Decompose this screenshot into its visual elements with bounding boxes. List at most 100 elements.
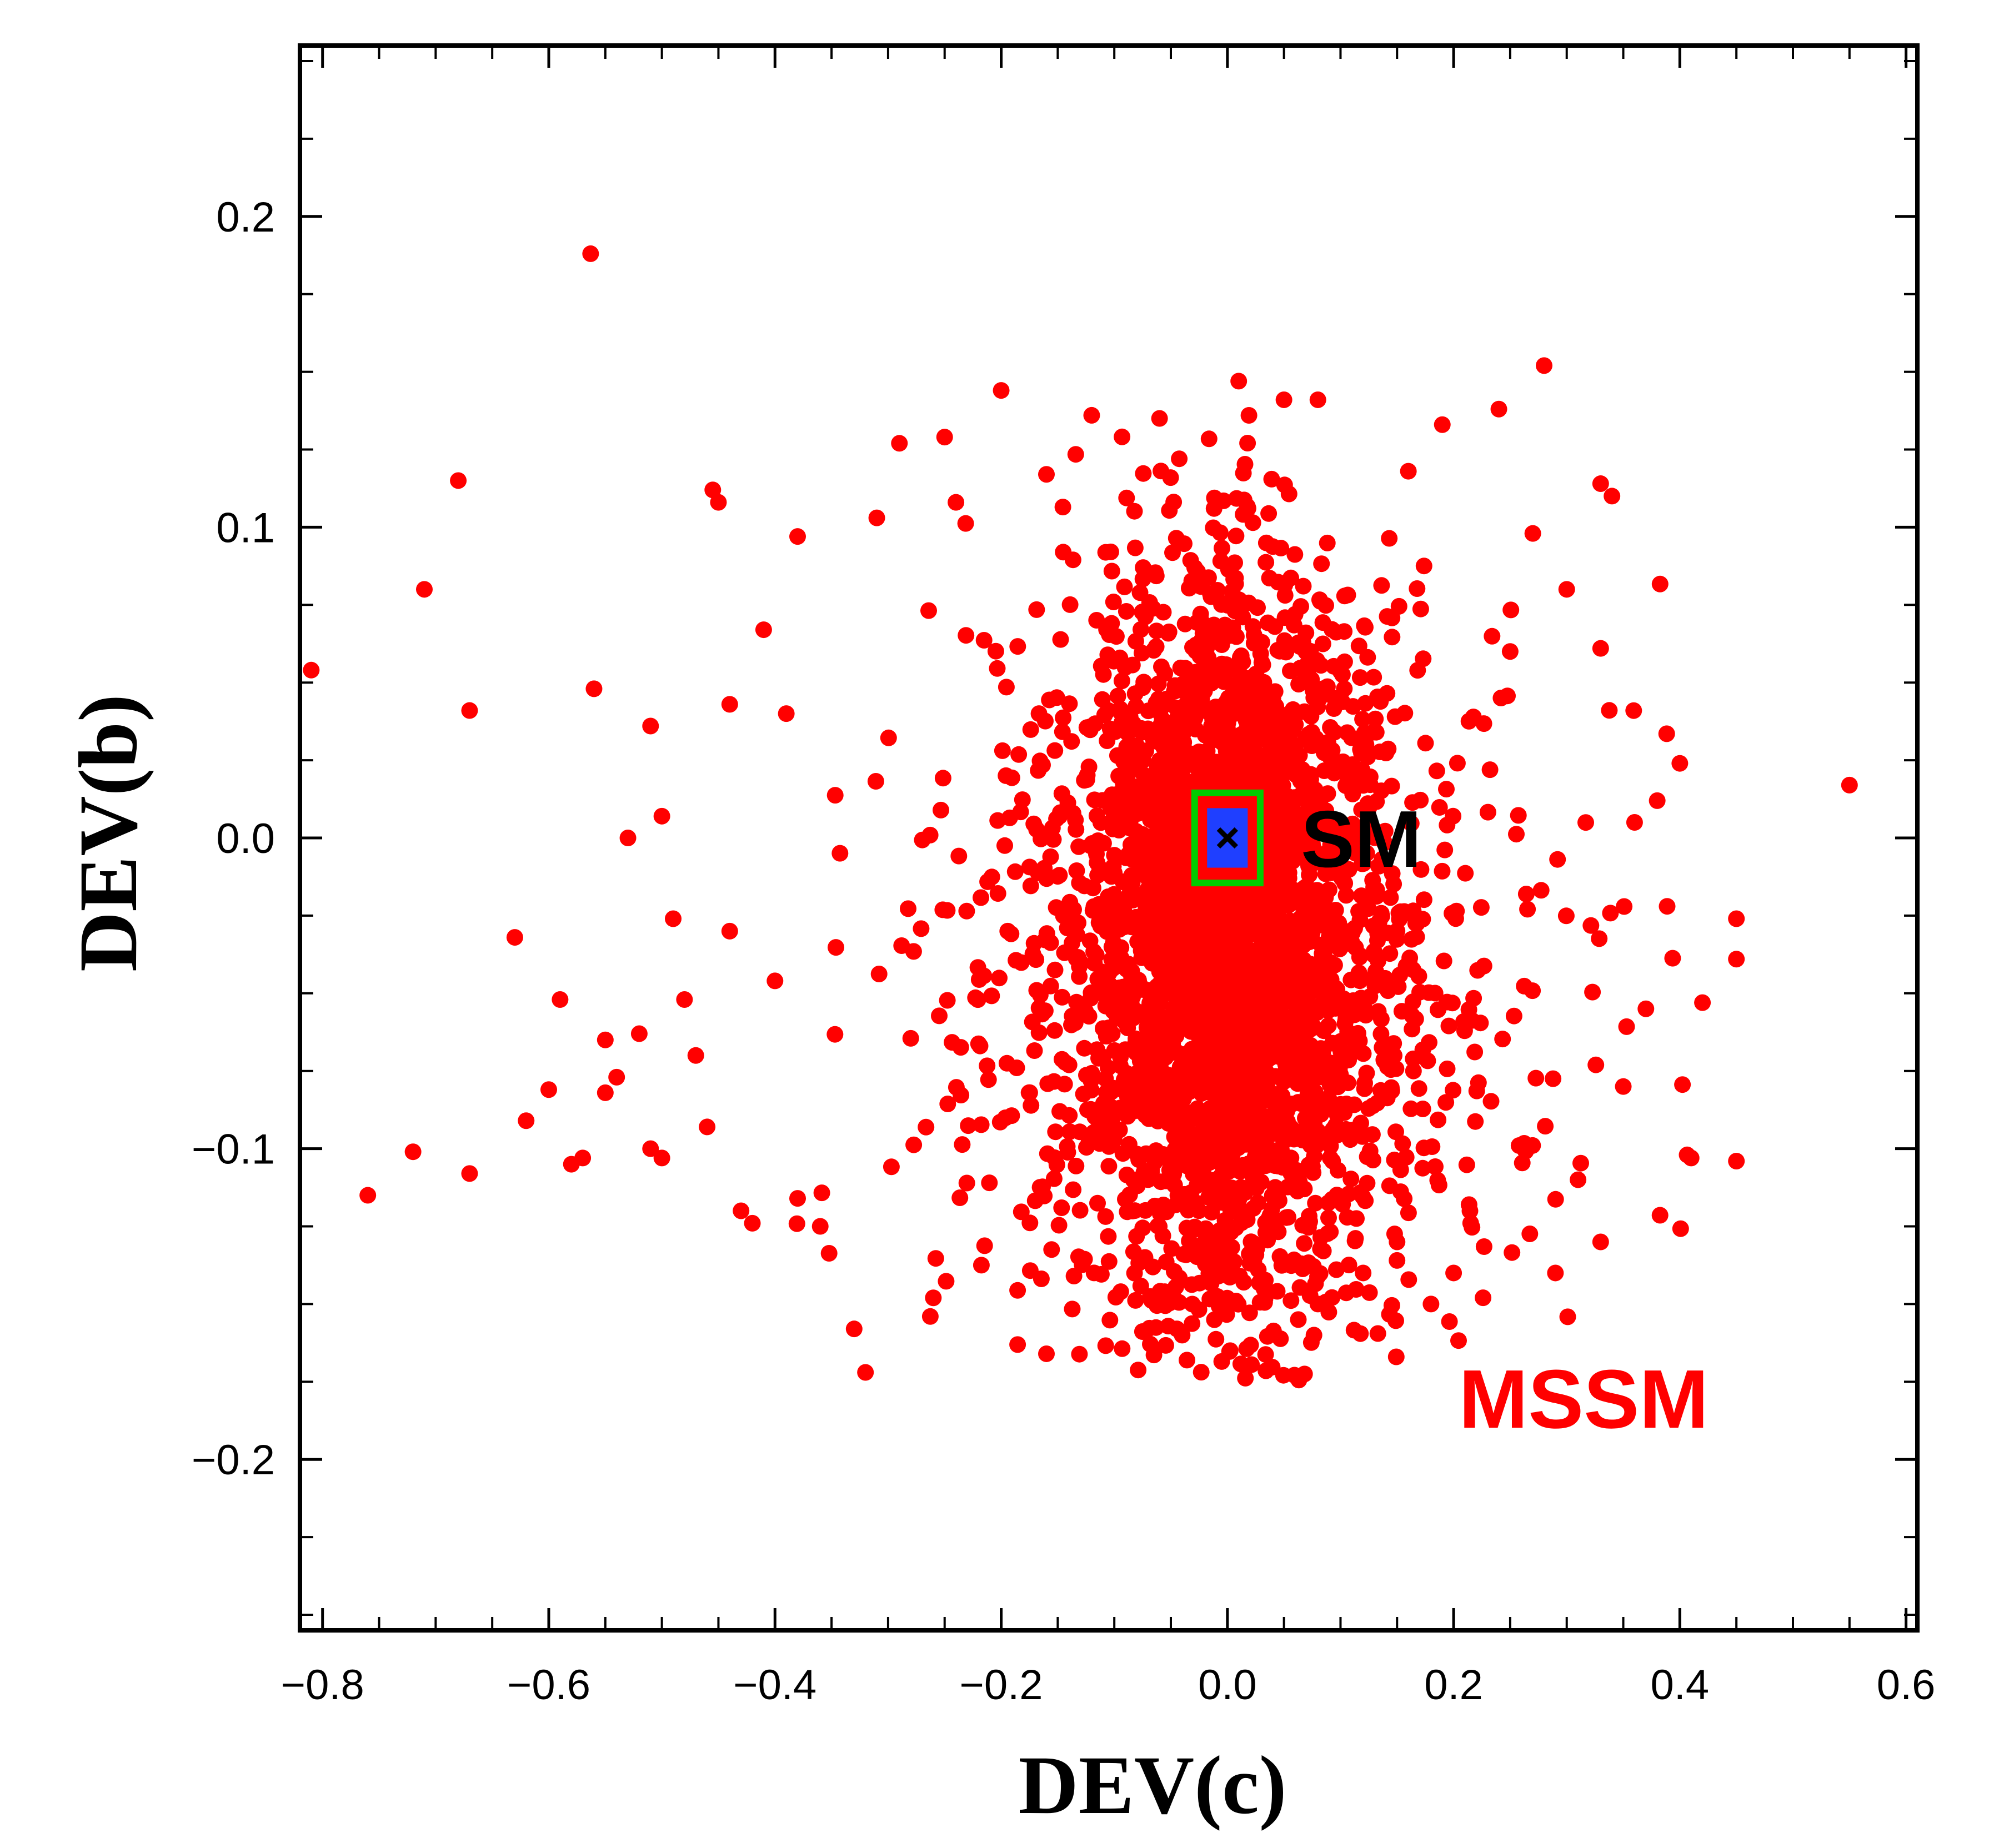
mssm-cluster-point	[1103, 938, 1120, 956]
mssm-cluster-point	[1434, 862, 1451, 880]
mssm-cluster-point	[1187, 664, 1204, 681]
sm-error-box	[1199, 800, 1256, 876]
mssm-cluster-point	[1524, 982, 1541, 1000]
mssm-data-point	[704, 481, 722, 499]
mssm-cluster-point	[1218, 742, 1235, 760]
mssm-data-point	[710, 494, 727, 511]
mssm-cluster-point	[1093, 1266, 1110, 1283]
mssm-cluster-point	[1290, 676, 1307, 693]
mssm-cluster-point	[1253, 1084, 1270, 1102]
mssm-data-point	[993, 382, 1010, 399]
mssm-cluster-point	[1195, 1235, 1212, 1252]
mssm-cluster-point	[1469, 962, 1486, 979]
mssm-data-point	[1309, 1295, 1326, 1313]
mssm-cluster-point	[1308, 652, 1325, 669]
mssm-cluster-point	[1237, 1369, 1254, 1387]
mssm-cluster-point	[1285, 616, 1302, 634]
mssm-cluster-point	[914, 831, 931, 848]
mssm-cluster-point	[1052, 631, 1069, 648]
sm-marker-group	[1191, 789, 1264, 887]
mssm-cluster-point	[1069, 926, 1085, 943]
mssm-cluster-point	[1253, 771, 1270, 789]
mssm-cluster-point	[1429, 1172, 1446, 1189]
mssm-cluster-point	[1291, 660, 1309, 677]
mssm-cluster-point	[1226, 554, 1243, 571]
mssm-cluster-point	[1313, 555, 1330, 573]
mssm-data-point	[845, 1320, 863, 1338]
mssm-cluster-point	[1351, 948, 1368, 966]
mssm-data-point	[1038, 466, 1055, 483]
mssm-cluster-point	[1304, 724, 1320, 741]
mssm-cluster-point	[1119, 1203, 1136, 1221]
mssm-cluster-point	[1277, 1209, 1295, 1226]
mssm-data-point	[789, 1190, 806, 1207]
mssm-cluster-point	[1026, 1042, 1043, 1059]
mssm-cluster-point	[1170, 911, 1187, 928]
mssm-data-point	[540, 1081, 557, 1098]
mssm-cluster-point	[1137, 1202, 1154, 1219]
mssm-cluster-point	[1447, 910, 1464, 927]
mssm-cluster-point	[1510, 807, 1527, 824]
mssm-cluster-point	[987, 642, 1004, 660]
mssm-cluster-point	[1165, 1290, 1183, 1307]
mssm-cluster-point	[1095, 899, 1113, 916]
mssm-cluster-point	[1130, 1087, 1148, 1104]
mssm-data-point	[653, 1149, 670, 1167]
mssm-cluster-point	[1336, 1104, 1353, 1121]
mssm-cluster-point	[1054, 499, 1071, 516]
mssm-cluster-point	[1064, 551, 1081, 569]
mssm-cluster-point	[1243, 948, 1260, 966]
mssm-cluster-point	[954, 1136, 971, 1153]
mssm-cluster-point	[1097, 1208, 1114, 1225]
mssm-cluster-point	[1061, 695, 1078, 712]
mssm-data-point	[811, 1218, 829, 1235]
mssm-cluster-point	[1021, 1262, 1039, 1279]
mssm-cluster-point	[1010, 746, 1028, 763]
mssm-cluster-point	[1131, 830, 1148, 847]
mssm-data-point	[1649, 792, 1666, 809]
mssm-cluster-point	[1345, 831, 1362, 848]
mssm-cluster-point	[1364, 1126, 1381, 1143]
mssm-cluster-point	[1370, 857, 1387, 875]
mssm-cluster-point	[1307, 1053, 1324, 1071]
mssm-cluster-point	[1233, 934, 1250, 951]
mssm-cluster-point	[1241, 1254, 1259, 1272]
mssm-cluster-point	[1494, 1031, 1511, 1048]
mssm-cluster-point	[1225, 571, 1243, 588]
mssm-cluster-point	[1212, 553, 1229, 570]
mssm-cluster-point	[1228, 528, 1245, 545]
mssm-cluster-point	[1344, 698, 1361, 715]
mssm-cluster-point	[1305, 1164, 1322, 1181]
mssm-cluster-point	[1217, 1046, 1234, 1063]
mssm-cluster-point	[996, 837, 1013, 854]
mssm-cluster-point	[1321, 928, 1338, 945]
mssm-data-point	[642, 1140, 659, 1157]
mssm-cluster-point	[1383, 1082, 1400, 1099]
mssm-data-point	[936, 429, 953, 446]
mssm-cluster-point	[1131, 584, 1149, 601]
mssm-cluster-point	[1322, 719, 1339, 736]
mssm-data-point	[1536, 357, 1552, 374]
mssm-cluster-point	[1415, 650, 1432, 667]
mssm-cluster-point	[1367, 710, 1384, 727]
mssm-cluster-point	[1117, 1191, 1134, 1208]
mssm-cluster-point	[1153, 658, 1170, 675]
mssm-cluster-point	[1372, 905, 1390, 922]
mssm-cluster-point	[1382, 1061, 1400, 1078]
mssm-cluster-point	[927, 1250, 944, 1267]
mssm-cluster-point	[1458, 1156, 1475, 1173]
mssm-cluster-point	[1022, 877, 1039, 895]
mssm-cluster-point	[1400, 1204, 1417, 1222]
mssm-cluster-point	[1203, 1124, 1220, 1141]
mssm-cluster-point	[1097, 1337, 1114, 1354]
mssm-cluster-point	[1160, 835, 1178, 852]
mssm-cluster-point	[1545, 1070, 1562, 1087]
mssm-cluster-point	[1347, 1230, 1364, 1247]
mssm-cluster-point	[1412, 861, 1430, 878]
mssm-cluster-point	[1292, 598, 1309, 615]
mssm-cluster-point	[1155, 939, 1172, 956]
mssm-cluster-point	[1252, 645, 1269, 662]
mssm-cluster-point	[1150, 675, 1167, 692]
mssm-data-point	[359, 1187, 377, 1204]
